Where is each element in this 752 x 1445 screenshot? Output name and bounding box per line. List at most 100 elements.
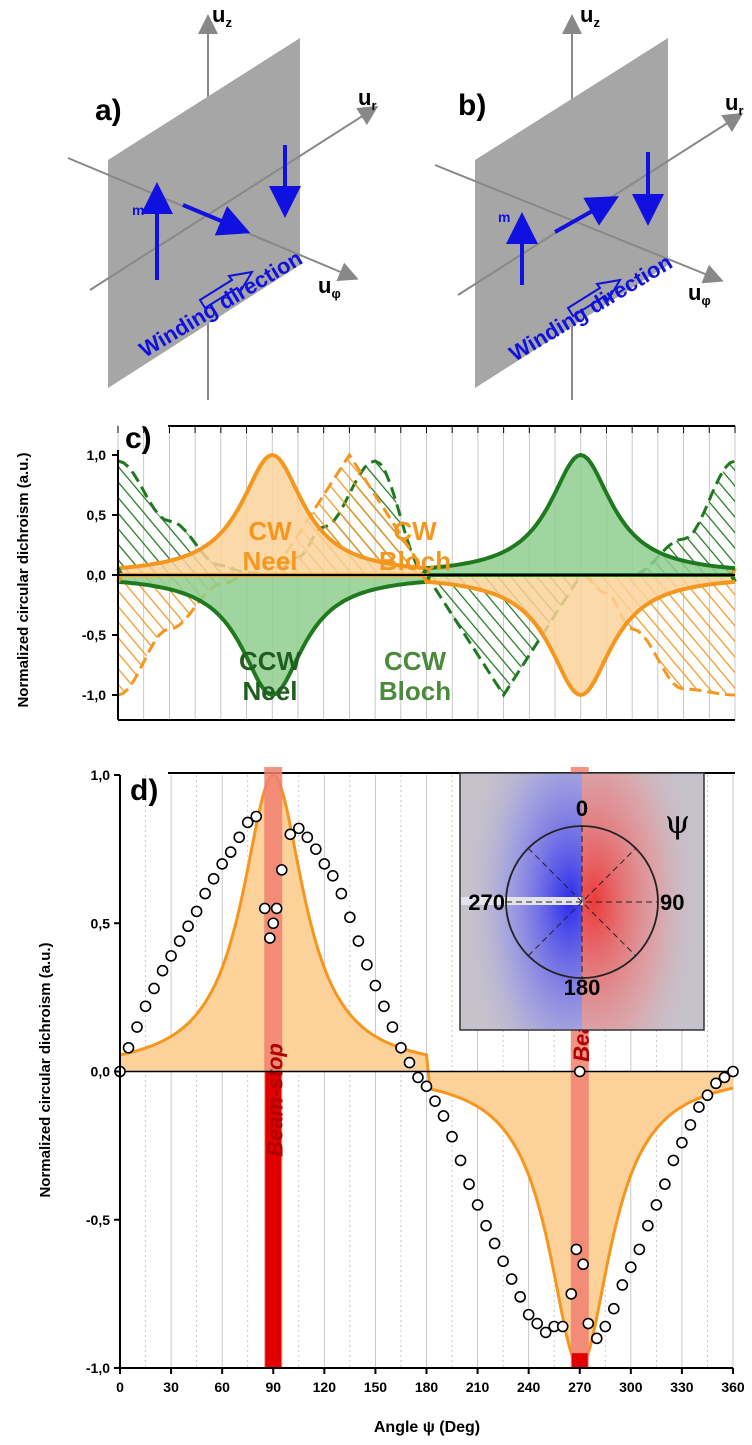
- annotation: Neel: [243, 676, 298, 706]
- y-tick-label: 0,5: [91, 915, 111, 931]
- data-point: [608, 1302, 620, 1315]
- data-point: [570, 1243, 583, 1256]
- data-point: [361, 958, 373, 971]
- data-point: [667, 1154, 680, 1167]
- data-point: [454, 1154, 467, 1167]
- beam-stop: [265, 1071, 282, 1368]
- data-point: [420, 1080, 433, 1093]
- moment-arrow-2: [182, 203, 251, 236]
- x-tick-label: 360: [721, 1379, 745, 1395]
- y-tick-label: 1,0: [91, 767, 111, 783]
- data-point: [701, 1089, 714, 1102]
- data-point: [327, 870, 339, 882]
- data-point: [264, 932, 276, 944]
- y-tick-label: 0,0: [87, 567, 107, 583]
- data-point: [684, 1119, 697, 1131]
- ccw-neel-pos-fill: [118, 455, 735, 575]
- data-point: [156, 964, 169, 977]
- data-point: [642, 1219, 654, 1232]
- annotation: Bloch: [379, 546, 451, 576]
- data-point: [693, 1101, 705, 1113]
- data-point: [514, 1291, 526, 1303]
- diagram-b: uz ur uφ b) m Winding direction: [434, 2, 744, 400]
- data-point: [480, 1219, 492, 1232]
- x-tick-label: 330: [670, 1379, 694, 1395]
- uphi-label: uφ: [688, 280, 711, 308]
- data-point: [718, 1071, 731, 1084]
- data-point: [497, 1255, 509, 1268]
- annotation: Bloch: [379, 676, 451, 706]
- data-point: [710, 1077, 722, 1090]
- y-axis-label: Normalized circular dichroism (a.u.): [15, 452, 32, 707]
- data-point: [522, 1308, 535, 1321]
- data-point: [250, 810, 263, 823]
- data-point: [590, 1332, 603, 1345]
- x-tick-label: 300: [619, 1379, 643, 1395]
- annotation: CCW: [384, 646, 447, 676]
- beam-stop-label: Beam-stop: [262, 1043, 287, 1157]
- data-point: [505, 1273, 518, 1285]
- x-tick-label: 240: [517, 1379, 541, 1395]
- data-point: [335, 887, 348, 900]
- panel-b-label: b): [458, 89, 486, 122]
- data-point: [616, 1279, 629, 1291]
- annotation: CW: [393, 516, 437, 546]
- inset-psi-symbol: ψ: [665, 803, 690, 841]
- y-tick-label: 0,0: [91, 1064, 111, 1080]
- data-point: [199, 887, 211, 900]
- data-point: [727, 1065, 739, 1078]
- diagram-a: uz ur uφ a) m Winding direction: [67, 2, 379, 400]
- moment-arrow-2: [554, 196, 619, 234]
- uz-label: uz: [580, 2, 600, 30]
- data-point: [412, 1071, 424, 1084]
- data-point: [386, 1021, 399, 1033]
- data-point: [352, 935, 365, 947]
- y-tick-label: -1,0: [86, 1360, 110, 1376]
- annotation: CW: [248, 516, 292, 546]
- data-point: [625, 1261, 637, 1273]
- data-point: [539, 1326, 552, 1339]
- data-point: [224, 846, 237, 858]
- panel-d-label: d): [130, 774, 158, 807]
- y-tick-label: 0,5: [87, 507, 107, 523]
- data-point: [676, 1136, 688, 1149]
- data-point: [369, 979, 382, 992]
- ur-label: ur: [725, 90, 744, 118]
- y-tick-label: -1,0: [82, 687, 106, 703]
- data-point: [148, 982, 160, 995]
- x-tick-label: 270: [568, 1379, 592, 1395]
- data-point: [429, 1095, 441, 1107]
- data-point: [582, 1317, 595, 1330]
- x-tick-label: 150: [364, 1379, 388, 1395]
- chart-d: Beam-stopBeam-stop090180270ψ030609012015…: [37, 767, 745, 1436]
- inset: 0 90 180 270 ψ: [459, 772, 705, 1031]
- data-point: [233, 831, 245, 844]
- inset-diameter: [527, 847, 637, 957]
- x-tick-label: 30: [163, 1379, 179, 1395]
- uz-label: uz: [212, 2, 232, 30]
- data-point: [446, 1130, 458, 1143]
- data-point: [284, 828, 297, 841]
- data-point: [344, 911, 356, 924]
- data-point: [565, 1288, 578, 1300]
- moment-label: m: [132, 202, 144, 218]
- annotation: Neel: [243, 546, 298, 576]
- data-point: [165, 950, 177, 962]
- data-point: [599, 1320, 612, 1333]
- data-point: [471, 1199, 484, 1211]
- ur-label: ur: [358, 85, 377, 113]
- beam-stop: [571, 1353, 588, 1368]
- data-point: [173, 935, 186, 947]
- data-point: [573, 1065, 586, 1078]
- moment-label: m: [498, 209, 510, 225]
- data-point: [207, 872, 220, 885]
- x-tick-label: 120: [313, 1379, 337, 1395]
- data-point: [650, 1199, 663, 1211]
- uphi-axis: [434, 164, 724, 284]
- data-point: [378, 1000, 390, 1013]
- plane: [475, 38, 668, 388]
- data-point: [190, 905, 203, 918]
- data-point: [122, 1041, 135, 1054]
- data-point: [292, 822, 305, 835]
- data-point: [395, 1041, 407, 1054]
